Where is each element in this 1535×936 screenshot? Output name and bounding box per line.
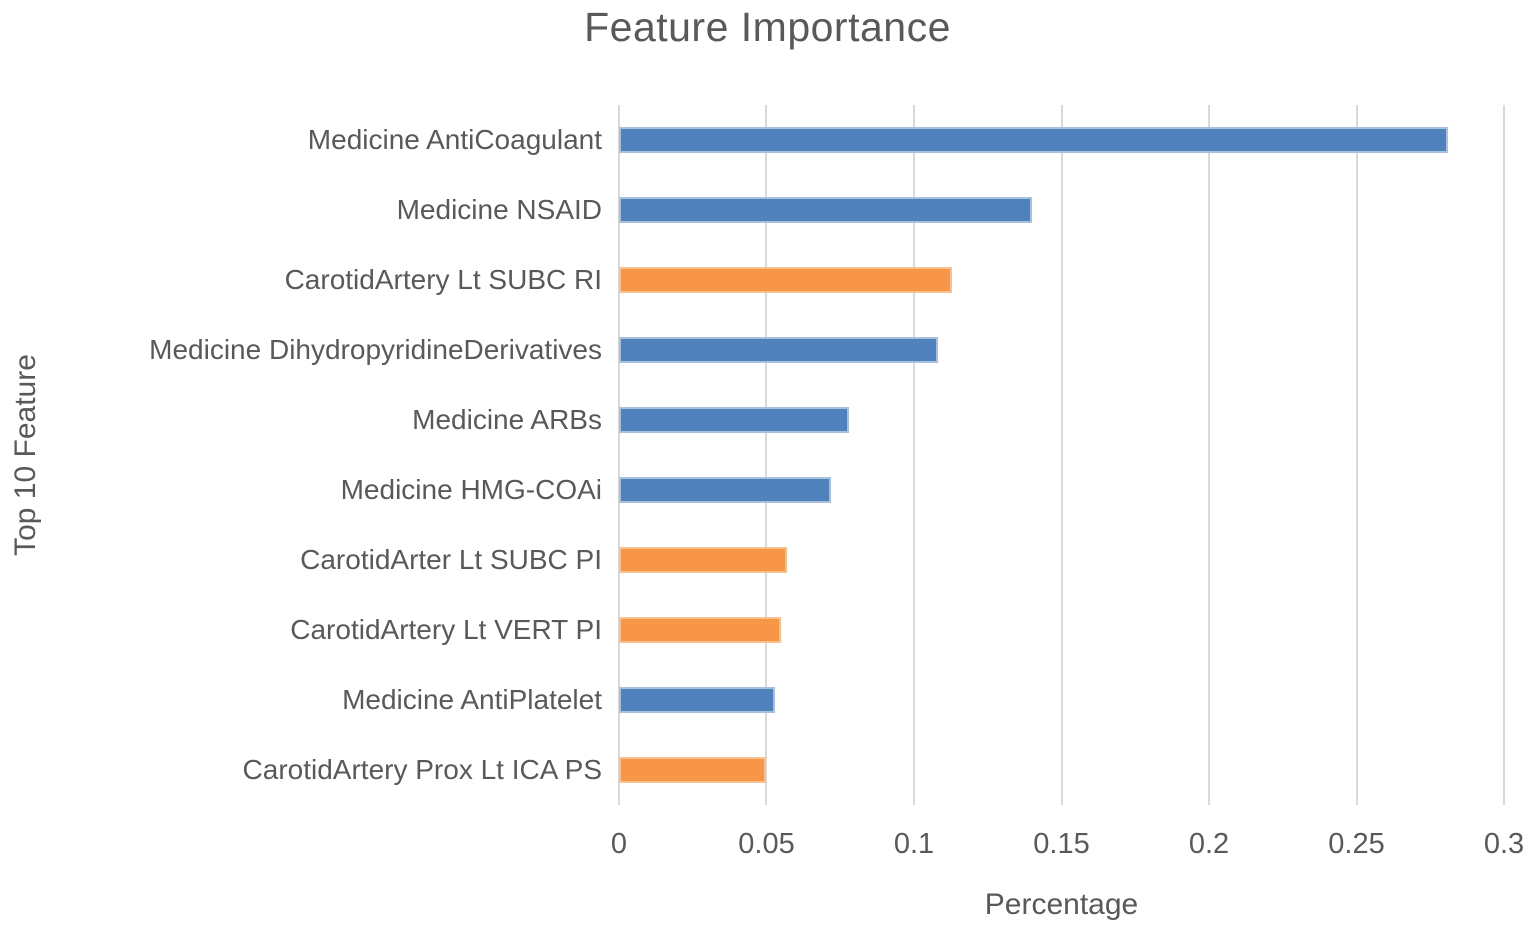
gridline <box>1503 105 1505 805</box>
x-tick-label: 0 <box>610 828 628 860</box>
bar <box>619 547 788 573</box>
gridline <box>1060 105 1063 805</box>
bar <box>619 477 832 503</box>
x-tick-label: 0.1 <box>893 828 935 860</box>
category-label: Medicine HMG-COAi <box>340 474 602 505</box>
category-label: CarotidArter Lt SUBC PI <box>300 544 602 575</box>
gridline <box>765 105 768 805</box>
bar <box>619 687 776 713</box>
gridline <box>618 105 620 805</box>
bar <box>619 757 767 783</box>
bar <box>619 127 1448 153</box>
x-tick-label: 0.15 <box>1033 828 1090 860</box>
bar <box>619 617 782 643</box>
plot-area <box>618 105 1505 805</box>
category-label: CarotidArtery Lt VERT PI <box>290 614 602 645</box>
bar <box>619 337 938 363</box>
category-label: Medicine DihydropyridineDerivatives <box>149 334 602 365</box>
x-axis-title: Percentage <box>984 888 1139 921</box>
category-label: Medicine AntiCoagulant <box>307 124 602 155</box>
x-tick-label: 0.25 <box>1328 828 1385 860</box>
gridline <box>1355 105 1358 805</box>
x-tick-label: 0.05 <box>738 828 795 860</box>
bar <box>619 197 1032 223</box>
category-label: CarotidArtery Lt SUBC RI <box>284 264 602 295</box>
category-label: Medicine NSAID <box>396 194 602 225</box>
category-label: CarotidArtery Prox Lt ICA PS <box>242 754 602 785</box>
category-label: Medicine ARBs <box>412 404 602 435</box>
chart-title: Feature Importance <box>584 4 951 50</box>
x-tick-label: 0.2 <box>1188 828 1230 860</box>
bar <box>619 267 953 293</box>
gridline <box>1207 105 1210 805</box>
category-labels: Medicine AntiCoagulant Medicine NSAID Caro… <box>0 105 602 805</box>
bar <box>619 407 850 433</box>
x-axis-ticks: 0 0.05 0.1 0.15 0.2 0.25 0.3 <box>611 828 1524 868</box>
x-tick-label: 0.3 <box>1483 828 1525 860</box>
category-label: Medicine AntiPlatelet <box>342 684 602 715</box>
gridline <box>912 105 915 805</box>
